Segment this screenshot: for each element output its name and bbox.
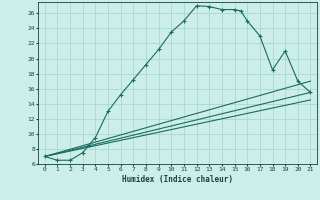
X-axis label: Humidex (Indice chaleur): Humidex (Indice chaleur) xyxy=(122,175,233,184)
